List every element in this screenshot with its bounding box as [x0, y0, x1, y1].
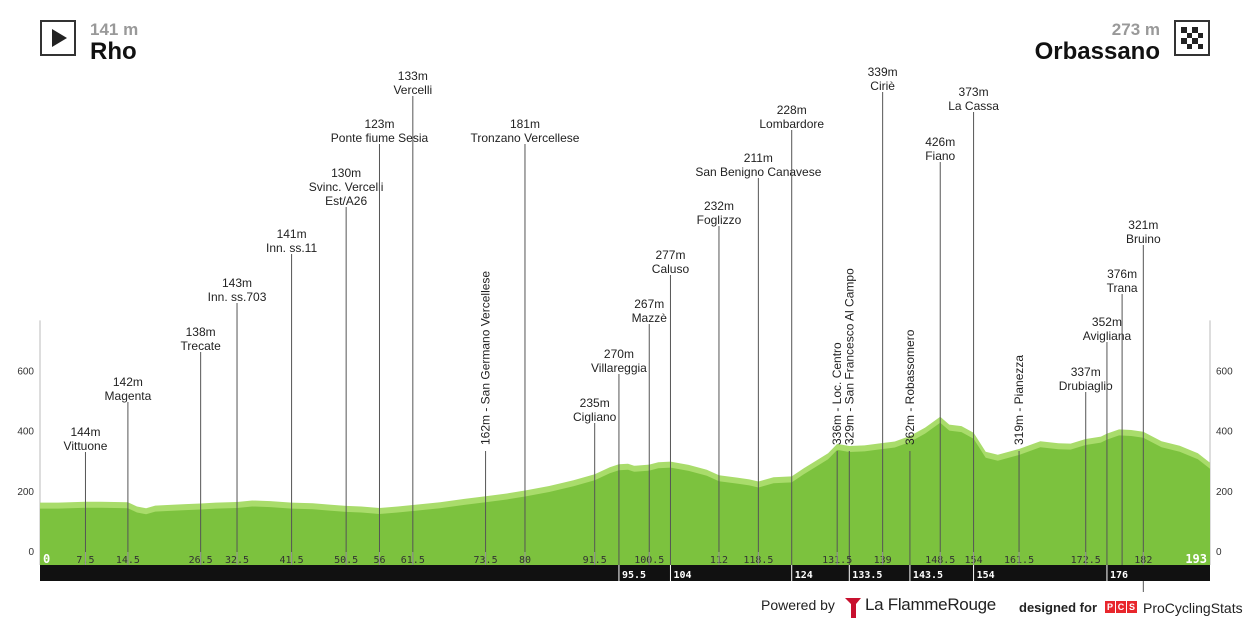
waypoint-name: Svinc. Vercelli	[309, 180, 384, 194]
bar-km-label: 176	[1110, 570, 1128, 581]
waypoint-name: Drubiaglio	[1059, 379, 1113, 393]
finish-altitude: 273 m	[1111, 20, 1160, 39]
pcs-letter: S	[1127, 601, 1137, 613]
waypoint-name: Vittuone	[64, 439, 108, 453]
waypoint-altitude: 267m	[634, 297, 664, 311]
waypoint-name: Fiano	[925, 149, 955, 163]
waypoint-name: Ponte fiume Sesia	[331, 131, 429, 145]
powered-by-text: Powered by	[761, 597, 835, 613]
lafflammerouge-brand[interactable]: La FlammeRouge	[865, 595, 996, 614]
waypoint-name: Lombardore	[759, 117, 824, 131]
waypoint-vertical-label: 162m - San Germano Vercellese	[479, 271, 493, 445]
y-tick-label: 0	[1216, 547, 1222, 558]
waypoint-name: Cigliano	[573, 410, 617, 424]
waypoint-vertical-label: 362m - Robassomero	[903, 329, 917, 445]
bar-km-label: 133.5	[852, 570, 882, 581]
waypoint-altitude: 144m	[70, 425, 100, 439]
waypoint-altitude: 352m	[1092, 315, 1122, 329]
y-tick-label: 400	[1216, 427, 1233, 438]
waypoint-name: Magenta	[105, 389, 152, 403]
pcs-letter: P	[1105, 601, 1115, 613]
start-city: Rho	[90, 38, 137, 65]
waypoint-altitude: 373m	[959, 85, 989, 99]
waypoint-altitude: 181m	[510, 117, 540, 131]
x-tick-label: 193	[1185, 552, 1207, 566]
waypoint-vertical-label: 319m - Pianezza	[1012, 355, 1026, 445]
waypoint-altitude: 270m	[604, 347, 634, 361]
start-altitude: 141 m	[90, 20, 139, 39]
waypoint-name: Inn. ss.703	[208, 290, 267, 304]
waypoint-name: Mazzè	[632, 311, 668, 325]
profile-area	[40, 422, 1210, 565]
waypoint-altitude: 228m	[777, 103, 807, 117]
bar-km-label: 95.5	[622, 570, 646, 581]
waypoint-altitude: 337m	[1071, 365, 1101, 379]
waypoint-altitude: 143m	[222, 276, 252, 290]
waypoint-name: La Cassa	[948, 99, 999, 113]
waypoint-name: Caluso	[652, 262, 690, 276]
bar-km-label: 143.5	[913, 570, 943, 581]
waypoint-altitude: 123m	[364, 117, 394, 131]
waypoint-altitude: 321m	[1128, 218, 1158, 232]
y-tick-label: 600	[1216, 366, 1233, 377]
y-tick-label: 200	[17, 487, 34, 498]
start-play-icon	[40, 20, 76, 56]
waypoint-altitude: 141m	[277, 227, 307, 241]
waypoint-name: Trecate	[181, 339, 222, 353]
waypoint-altitude: 277m	[655, 248, 685, 262]
waypoint-altitude: 211m	[744, 151, 773, 165]
waypoint-name: Bruino	[1126, 232, 1161, 246]
waypoint-name: Tronzano Vercellese	[470, 131, 579, 145]
waypoint-altitude: 138m	[186, 325, 216, 339]
designed-for-text: designed for	[1019, 600, 1098, 615]
waypoint-name: Villareggia	[591, 361, 647, 375]
waypoint-altitude: 142m	[113, 375, 143, 389]
distance-bar	[40, 565, 1210, 581]
x-tick-label: 0	[43, 552, 50, 566]
flamme-rouge-logo-icon	[845, 598, 861, 618]
pcs-letter: C	[1116, 601, 1126, 613]
pcs-logo-icon: P C S	[1105, 601, 1137, 613]
y-tick-label: 0	[28, 547, 34, 558]
waypoint-altitude: 130m	[331, 166, 361, 180]
bar-km-label: 154	[977, 570, 995, 581]
waypoint-name: Foglizzo	[697, 213, 742, 227]
waypoint-name: Ciriè	[870, 79, 895, 93]
y-tick-label: 400	[17, 427, 34, 438]
waypoint-name: Trana	[1107, 281, 1138, 295]
waypoint-vertical-label: 329m - San Francesco Al Campo	[842, 268, 856, 445]
waypoint-altitude: 339m	[868, 65, 898, 79]
waypoint-altitude: 232m	[704, 199, 734, 213]
waypoint-name: Inn. ss.11	[266, 241, 317, 255]
waypoint-altitude: 133m	[398, 69, 428, 83]
bar-km-label: 104	[673, 570, 691, 581]
waypoint-name: Avigliana	[1083, 329, 1132, 343]
waypoint-altitude: 376m	[1107, 267, 1137, 281]
finish-checkered-flag-icon	[1174, 20, 1210, 56]
waypoint-altitude: 426m	[925, 135, 955, 149]
y-tick-label: 200	[1216, 487, 1233, 498]
bar-km-label: 124	[795, 570, 813, 581]
waypoint-altitude: 235m	[580, 396, 610, 410]
y-tick-label: 600	[17, 366, 34, 377]
waypoint-name: Vercelli	[393, 83, 432, 97]
procyclingstats-link[interactable]: ProCyclingStats	[1143, 600, 1243, 616]
finish-city: Orbassano	[1034, 38, 1160, 65]
waypoint-vertical-label: 336m - Loc. Centro	[830, 342, 844, 445]
waypoint-name: Est/A26	[325, 194, 367, 208]
waypoint-name: San Benigno Canavese	[695, 165, 821, 179]
